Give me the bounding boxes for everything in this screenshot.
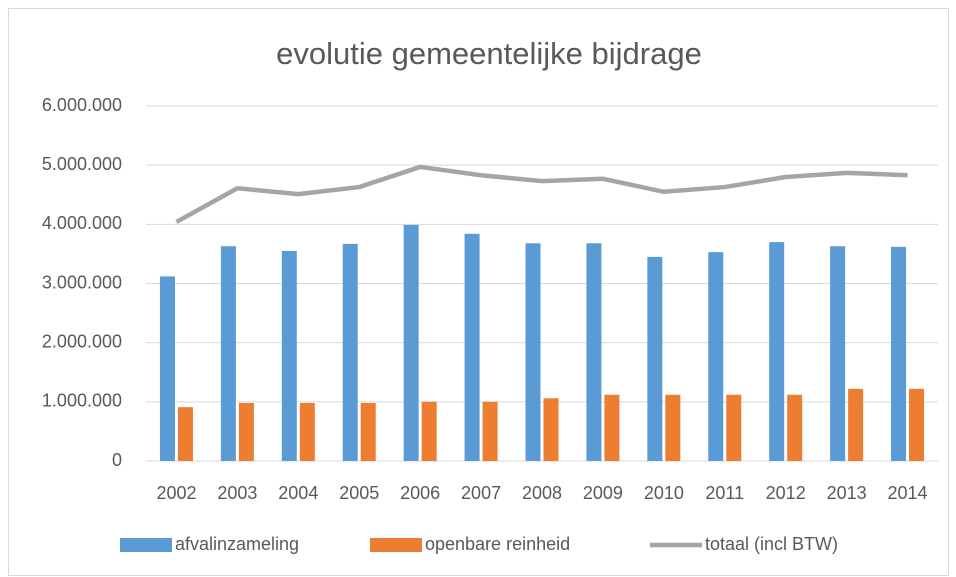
y-tick-label: 3.000.000 — [42, 272, 122, 292]
x-tick-label: 2013 — [827, 483, 867, 503]
bar — [665, 394, 681, 461]
x-tick-label: 2003 — [217, 483, 257, 503]
x-tick-label: 2011 — [705, 483, 744, 503]
x-tick-label: 2006 — [400, 483, 440, 503]
x-tick-label: 2008 — [522, 483, 562, 503]
legend-swatch — [370, 538, 422, 552]
bar — [360, 403, 376, 461]
x-tick-label: 2014 — [888, 483, 928, 503]
bar — [586, 243, 602, 461]
bar — [726, 394, 742, 461]
bar — [220, 246, 236, 461]
y-tick-label: 2.000.000 — [42, 331, 122, 351]
legend-label: openbare reinheid — [425, 534, 570, 554]
chart-title: evolutie gemeentelijke bijdrage — [276, 36, 702, 71]
bar — [421, 401, 437, 461]
legend-label: totaal (incl BTW) — [705, 534, 838, 554]
bar — [830, 246, 846, 461]
y-tick-label: 0 — [112, 450, 122, 470]
bar — [299, 403, 315, 461]
bar — [769, 242, 785, 461]
bar — [708, 252, 724, 461]
bar — [891, 246, 907, 461]
bar — [647, 256, 663, 461]
x-tick-label: 2007 — [461, 483, 501, 503]
bar — [238, 403, 254, 461]
bar — [177, 407, 193, 461]
bar — [342, 243, 358, 461]
x-tick-label: 2002 — [156, 483, 196, 503]
legend-label: afvalinzameling — [175, 534, 299, 554]
y-tick-label: 4.000.000 — [42, 213, 122, 233]
legend-swatch — [120, 538, 172, 552]
bar — [787, 394, 803, 461]
bar — [909, 388, 925, 461]
y-tick-label: 1.000.000 — [42, 391, 122, 411]
bar — [543, 398, 559, 461]
bar — [482, 401, 498, 461]
bar — [281, 250, 297, 461]
x-tick-label: 2012 — [766, 483, 806, 503]
bar — [604, 394, 620, 461]
x-tick-label: 2004 — [278, 483, 318, 503]
x-tick-label: 2009 — [583, 483, 623, 503]
x-tick-label: 2005 — [339, 483, 379, 503]
bar — [403, 224, 419, 461]
bar — [159, 276, 175, 461]
y-tick-label: 6.000.000 — [42, 95, 122, 115]
bar — [464, 233, 480, 461]
bar — [525, 243, 541, 461]
x-tick-label: 2010 — [644, 483, 684, 503]
line — [175, 164, 908, 224]
y-tick-label: 5.000.000 — [42, 154, 122, 174]
bar — [848, 388, 864, 461]
